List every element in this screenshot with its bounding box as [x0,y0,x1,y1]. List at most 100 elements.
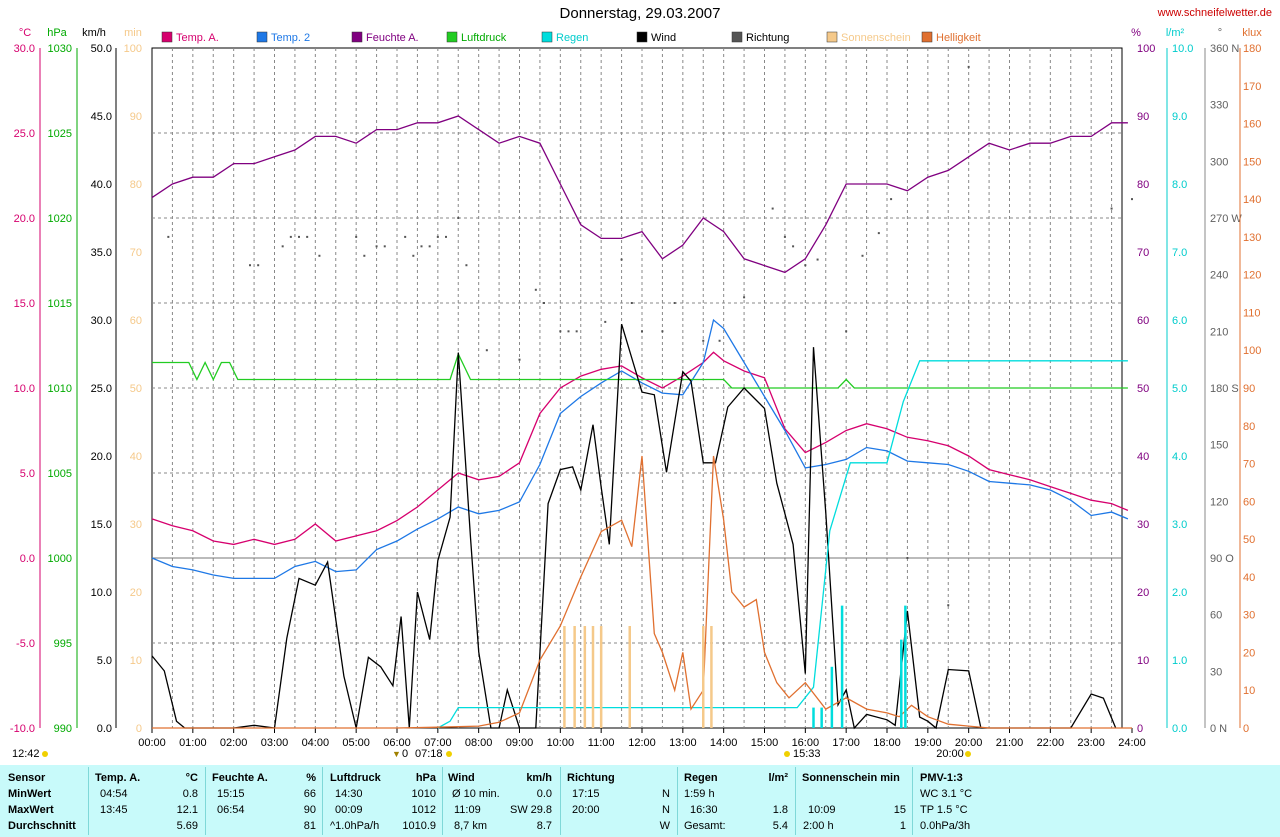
stats-row-avg: Durchschnitt [8,820,76,832]
sun-tick-label: 10 [130,655,142,667]
lux-tick-label: 90 [1243,383,1255,395]
direction-point [947,604,950,607]
stats-press-trend: ^1.0hPa/h [330,820,380,832]
rain-tick-label: 0.0 [1172,723,1187,735]
legend-label: Luftdruck [461,32,507,44]
rain-tick-label: 3.0 [1172,519,1187,531]
legend-label: Wind [651,32,676,44]
direction-point [281,245,284,248]
rain-tick-label: 2.0 [1172,587,1187,599]
stats-hum-header: Feuchte A. [212,772,268,784]
sun-axis-label: min [124,27,142,39]
x-tick-label: 09:00 [506,737,534,749]
x-tick-label: 19:00 [914,737,942,749]
direction-point [792,245,795,248]
stats-dir-max-time: 20:00 [572,804,600,816]
sun-icon [965,751,971,757]
dir-tick-label: 180 S [1210,383,1239,395]
stats-sun-total: 2:00 h [803,820,834,832]
legend-label: Feuchte A. [366,32,419,44]
lux-tick-label: 30 [1243,610,1255,622]
x-tick-label: 12:00 [628,737,656,749]
stats-sun-header: Sonnenschein min [802,772,900,784]
direction-point [257,264,260,267]
direction-point [630,302,633,304]
direction-point [436,235,439,238]
series-line-temp-a- [151,351,1129,546]
direction-point [783,235,786,238]
stats-hum-min-val: 66 [303,788,316,800]
press-axis-label: hPa [47,27,67,39]
direction-point [620,258,623,261]
dir-tick-label: 240 [1210,270,1228,282]
direction-point [718,339,721,342]
sunrise-offset-label: 0 [402,748,408,760]
direction-point [845,330,848,333]
wind-axis-label: km/h [82,27,106,39]
x-tick-label: 01:00 [179,737,207,749]
sunset-time-label: 20:00 [936,748,964,760]
sun-tick-label: 40 [130,451,142,463]
hum-tick-label: 0 [1137,723,1143,735]
stats-wind-distance: 8,7 km [454,820,488,832]
direction-point [457,217,460,219]
x-tick-label: 17:00 [832,737,860,749]
site-url[interactable]: www.schneifelwetter.de [1157,7,1272,19]
stats-wind-header: Wind [448,772,475,784]
legend-swatch [351,31,363,43]
x-tick-label: 03:00 [261,737,289,749]
x-tick-label: 23:00 [1077,737,1105,749]
wind-tick-label: 15.0 [91,519,112,531]
legend-swatch [161,31,173,43]
press-tick-label: 1005 [48,468,72,480]
lux-tick-label: 0 [1243,723,1249,735]
lux-tick-label: 110 [1243,307,1261,319]
dir-tick-label: 300 [1210,156,1228,168]
dir-tick-label: 0 N [1210,723,1227,735]
stats-wind-unit: km/h [526,772,552,784]
hum-axis-label: % [1131,27,1141,39]
lux-axis-label: klux [1242,27,1262,39]
wind-tick-label: 40.0 [91,179,112,191]
temp-tick-label: 10.0 [14,383,35,395]
press-tick-label: 995 [54,638,72,650]
x-tick-label: 14:00 [710,737,738,749]
legend-label: Regen [556,32,588,44]
direction-point [673,302,676,304]
direction-point [298,235,300,238]
direction-point [575,330,578,333]
stats-dir-min-time: 17:15 [572,788,600,800]
legend-swatch [921,31,933,43]
press-tick-label: 1000 [48,553,72,565]
temp-tick-label: 5.0 [20,468,35,480]
lux-tick-label: 80 [1243,421,1255,433]
sun-tick-label: 100 [124,43,142,55]
x-tick-label: 00:00 [138,737,166,749]
stats-temp-header: Temp. A. [95,772,141,784]
direction-point [890,198,893,201]
stats-pmv-avg: 0.0hPa/3h [920,820,971,832]
stats-wind-avg-val: 8.7 [536,820,552,832]
press-tick-label: 1025 [48,128,72,140]
x-tick-label: 24:00 [1118,737,1146,749]
direction-point [906,557,909,559]
hum-tick-label: 100 [1137,43,1155,55]
series-line-luftdruck [152,352,1128,389]
wind-tick-label: 10.0 [91,587,112,599]
direction-point [404,235,407,238]
stats-dir-header: Richtung [567,772,615,784]
dir-tick-label: 360 N [1210,43,1239,55]
wind-tick-label: 30.0 [91,315,112,327]
stats-rain-duration: 1:59 h [684,788,715,800]
stats-wind-min-label: Ø 10 min. [452,788,500,800]
direction-point [816,258,819,261]
stats-sun-max-val: 15 [893,804,906,816]
stats-temp-min-val: 0.8 [182,788,198,800]
dir-tick-label: 90 O [1210,553,1234,565]
chart-title: Donnerstag, 29.03.2007 [559,5,721,22]
start-time-label: 12:42 [12,748,40,760]
legend-label: Richtung [746,32,789,44]
direction-point [543,302,545,304]
stats-hum-max-time: 06:54 [217,804,245,816]
x-tick-label: 15:00 [751,737,779,749]
